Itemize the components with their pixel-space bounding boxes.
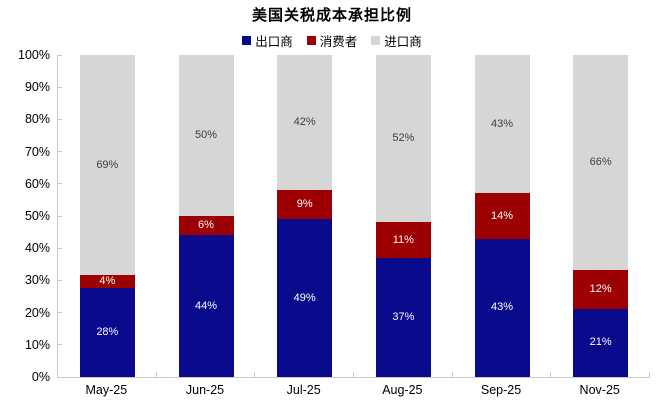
x-axis-labels: May-25 Jun-25 Jul-25 Aug-25 Sep-25 Nov-25 <box>57 383 649 397</box>
y-axis-tick <box>58 118 62 120</box>
bar-segment: 12% <box>573 269 629 309</box>
y-axis-tick <box>58 86 62 88</box>
plot-area: 100% 90% 80% 70% 60% 50% 40% 30% 20% 10% 0% 28% 4% 69… <box>18 48 650 384</box>
bar-segment-label: 50% <box>194 129 218 141</box>
bar-segment: 11% <box>375 222 431 258</box>
bar-segment: 43% <box>474 55 530 194</box>
bar-segment: 14% <box>474 193 530 239</box>
bar-segment: 43% <box>474 238 530 377</box>
x-axis-tick <box>254 372 256 377</box>
bar-segment: 66% <box>573 55 629 270</box>
x-axis-category-label: Aug-25 <box>382 383 423 397</box>
bar-segment-label: 28% <box>96 325 119 338</box>
x-axis-tick <box>649 372 650 377</box>
bar-segment-label: 9% <box>296 198 313 211</box>
bar-segment: 4% <box>79 274 135 288</box>
bar-group: 44% 6% 50% <box>157 55 256 377</box>
bar-segment: 21% <box>573 308 629 377</box>
bar-segment: 49% <box>277 219 333 377</box>
y-axis-tick-label: 90% <box>24 80 50 95</box>
bar-segment-label: 42% <box>293 116 316 129</box>
stacked-bar: 44% 6% 50% <box>178 55 234 377</box>
bar-segment-label: 52% <box>392 132 415 145</box>
bar-segment-label: 21% <box>589 336 612 349</box>
bar-segment-label: 4% <box>99 274 116 287</box>
legend-item: 进口商 <box>371 31 422 50</box>
x-axis-category-label: Jul-25 <box>286 383 321 397</box>
bar-segment-label: 43% <box>491 301 514 314</box>
x-axis-tick <box>353 372 354 377</box>
bar-segment-label: 44% <box>194 299 218 312</box>
bar-group: 28% 4% 69% <box>58 55 157 377</box>
stacked-bar: 28% 4% 69% <box>79 55 135 377</box>
bar-segment-label: 69% <box>96 158 119 171</box>
x-axis-category-label: May-25 <box>85 383 128 397</box>
bar-segment: 52% <box>375 55 431 223</box>
bar-segment: 44% <box>178 235 234 377</box>
bar-segment-label: 6% <box>198 219 214 232</box>
y-axis-tick-label: 60% <box>24 176 50 191</box>
y-axis-tick <box>58 215 62 217</box>
bar-segment: 69% <box>79 55 135 275</box>
x-axis-tick <box>550 372 552 377</box>
y-axis-tick <box>58 151 62 153</box>
bar-segment-label: 43% <box>491 117 514 130</box>
bar-segment-label: 66% <box>589 155 612 168</box>
stacked-bar: 49% 9% 42% <box>277 55 333 377</box>
bar-segment-label: 49% <box>293 291 316 304</box>
chart-title: 美国关税成本承担比例 <box>251 7 412 24</box>
bar-segment: 6% <box>178 216 234 236</box>
bar-segment: 50% <box>178 55 234 216</box>
stacked-bar: 43% 14% 43% <box>474 55 530 377</box>
bar-segment-label: 37% <box>392 310 415 323</box>
y-axis-tick-label: 40% <box>24 241 50 256</box>
y-axis-tick <box>58 312 62 314</box>
y-axis-tick <box>58 54 62 56</box>
y-axis-tick <box>58 247 62 249</box>
x-axis-category-label: Jun-25 <box>185 383 225 397</box>
x-axis-tick <box>451 372 453 377</box>
x-axis-category-label: Nov-25 <box>579 383 620 397</box>
y-axis-tick-label: 0% <box>31 370 50 384</box>
bar-group: 37% 11% 52% <box>354 55 453 377</box>
y-axis-tick-label: 50% <box>24 209 50 223</box>
legend-swatch <box>371 36 381 45</box>
legend-swatch <box>242 36 252 45</box>
stacked-bar: 37% 11% 52% <box>375 55 431 377</box>
bar-group: 49% 9% 42% <box>255 55 354 377</box>
chart-legend: 出口商 消费者 进口商 <box>0 31 664 50</box>
legend-item: 出口商 <box>242 31 293 50</box>
y-axis-tick <box>58 344 62 346</box>
y-axis-tick-label: 10% <box>24 337 50 352</box>
y-axis-tick-label: 70% <box>24 144 50 159</box>
bar-segment: 37% <box>375 257 431 377</box>
y-axis-tick <box>58 183 62 185</box>
legend-label: 进口商 <box>384 35 422 49</box>
bar-segment: 9% <box>277 190 333 220</box>
bars-row: 28% 4% 69% 44% 6% 50% 49% 9% 42% 37% 11% 52% 43% 14% 4… <box>58 55 650 377</box>
y-axis-tick-label: 20% <box>24 305 50 320</box>
legend-swatch <box>306 36 316 45</box>
legend-label: 消费者 <box>319 35 358 49</box>
bar-segment-label: 14% <box>491 209 514 222</box>
bar-segment: 42% <box>277 55 333 191</box>
legend-label: 出口商 <box>255 35 293 49</box>
legend-item: 消费者 <box>306 31 358 50</box>
y-axis-tick-label: 100% <box>18 48 50 62</box>
stacked-bar: 21% 12% 66% <box>573 55 629 377</box>
x-axis-tick <box>155 372 157 377</box>
bar-segment: 28% <box>79 287 135 377</box>
bar-group: 43% 14% 43% <box>453 55 552 377</box>
y-axis-tick-label: 80% <box>24 112 50 127</box>
y-axis-tick <box>58 279 62 281</box>
x-axis-category-label: Sep-25 <box>480 383 522 397</box>
bar-group: 21% 12% 66% <box>551 55 650 377</box>
bar-segment-label: 12% <box>589 282 612 295</box>
bar-segment-label: 11% <box>392 233 414 246</box>
y-axis-tick-label: 30% <box>24 273 50 288</box>
